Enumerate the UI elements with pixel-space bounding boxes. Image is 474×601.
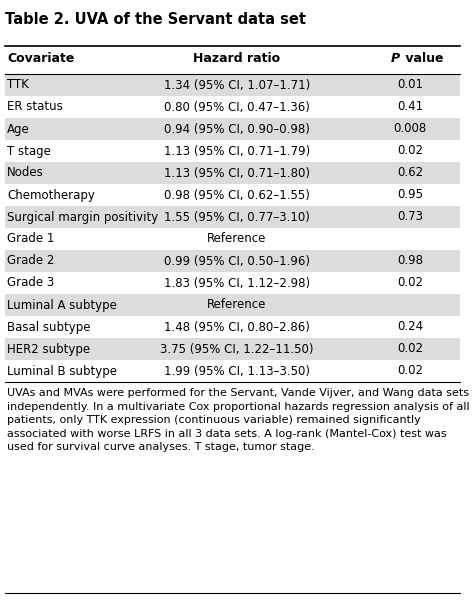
Text: Hazard ratio: Hazard ratio [193, 52, 281, 65]
Bar [5, 74, 460, 96]
Text: 0.98 (95% CI, 0.62–1.55): 0.98 (95% CI, 0.62–1.55) [164, 189, 310, 201]
Text: Luminal A subtype: Luminal A subtype [7, 299, 117, 311]
Text: Grade 3: Grade 3 [7, 276, 54, 290]
Text: 0.02: 0.02 [397, 364, 423, 377]
Text: P: P [391, 52, 400, 65]
Text: 0.01: 0.01 [397, 79, 423, 91]
Text: 0.41: 0.41 [397, 100, 423, 114]
Text: Grade 1: Grade 1 [7, 233, 55, 245]
Bar [5, 294, 460, 316]
Text: value: value [401, 52, 444, 65]
Bar [5, 250, 460, 272]
Bar [5, 338, 460, 360]
Text: 1.13 (95% CI, 0.71–1.80): 1.13 (95% CI, 0.71–1.80) [164, 166, 310, 180]
Text: Basal subtype: Basal subtype [7, 320, 91, 334]
Text: Surgical margin positivity: Surgical margin positivity [7, 210, 158, 224]
Text: 0.62: 0.62 [397, 166, 423, 180]
Text: Reference: Reference [207, 299, 267, 311]
Text: 1.34 (95% CI, 1.07–1.71): 1.34 (95% CI, 1.07–1.71) [164, 79, 310, 91]
Text: 0.73: 0.73 [397, 210, 423, 224]
Bar [5, 206, 460, 228]
Text: 1.99 (95% CI, 1.13–3.50): 1.99 (95% CI, 1.13–3.50) [164, 364, 310, 377]
Text: 1.83 (95% CI, 1.12–2.98): 1.83 (95% CI, 1.12–2.98) [164, 276, 310, 290]
Text: 0.008: 0.008 [393, 123, 427, 135]
Text: TTK: TTK [7, 79, 29, 91]
Text: Age: Age [7, 123, 30, 135]
Text: 0.24: 0.24 [397, 320, 423, 334]
Bar [5, 118, 460, 140]
Text: Nodes: Nodes [7, 166, 44, 180]
Text: 0.80 (95% CI, 0.47–1.36): 0.80 (95% CI, 0.47–1.36) [164, 100, 310, 114]
Text: Luminal B subtype: Luminal B subtype [7, 364, 117, 377]
Text: Chemotherapy: Chemotherapy [7, 189, 95, 201]
Text: Table 2. UVA of the Servant data set: Table 2. UVA of the Servant data set [5, 12, 306, 27]
Text: 0.99 (95% CI, 0.50–1.96): 0.99 (95% CI, 0.50–1.96) [164, 254, 310, 267]
Text: 1.55 (95% CI, 0.77–3.10): 1.55 (95% CI, 0.77–3.10) [164, 210, 310, 224]
Text: Grade 2: Grade 2 [7, 254, 55, 267]
Text: 0.02: 0.02 [397, 343, 423, 356]
Text: 0.98: 0.98 [397, 254, 423, 267]
Text: UVAs and MVAs were performed for the Servant, Vande Vijver, and Wang data sets i: UVAs and MVAs were performed for the Ser… [7, 388, 470, 453]
Text: Covariate: Covariate [7, 52, 74, 65]
Bar [5, 162, 460, 184]
Text: 1.13 (95% CI, 0.71–1.79): 1.13 (95% CI, 0.71–1.79) [164, 144, 310, 157]
Text: 0.02: 0.02 [397, 276, 423, 290]
Text: ER status: ER status [7, 100, 63, 114]
Text: HER2 subtype: HER2 subtype [7, 343, 90, 356]
Text: Reference: Reference [207, 233, 267, 245]
Text: 0.95: 0.95 [397, 189, 423, 201]
Text: 0.94 (95% CI, 0.90–0.98): 0.94 (95% CI, 0.90–0.98) [164, 123, 310, 135]
Text: 0.02: 0.02 [397, 144, 423, 157]
Text: T stage: T stage [7, 144, 51, 157]
Text: 1.48 (95% CI, 0.80–2.86): 1.48 (95% CI, 0.80–2.86) [164, 320, 310, 334]
Text: 3.75 (95% CI, 1.22–11.50): 3.75 (95% CI, 1.22–11.50) [160, 343, 314, 356]
